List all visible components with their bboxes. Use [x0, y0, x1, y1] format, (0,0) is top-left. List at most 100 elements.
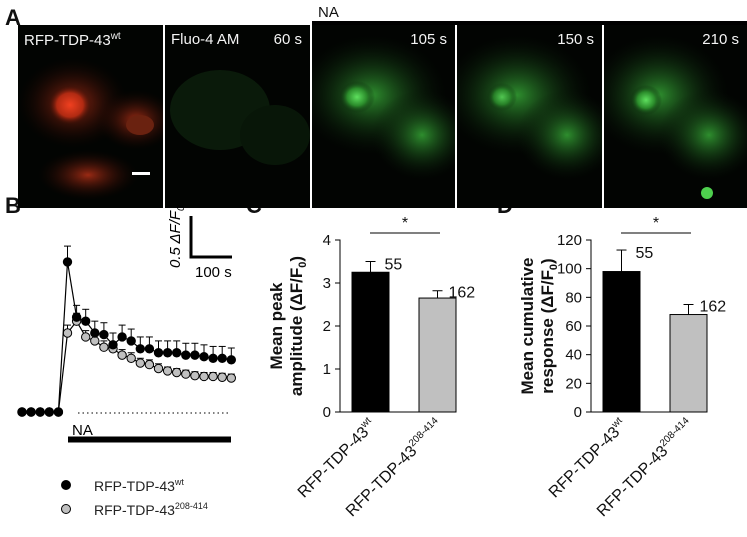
y-tick-label: 2	[323, 318, 331, 335]
data-point-mutant	[208, 371, 218, 382]
data-point-mutant	[81, 332, 91, 342]
data-point-wt	[144, 344, 155, 354]
y-axis-label-line2: amplitude (ΔF/F0)	[287, 256, 309, 396]
data-point-mutant	[172, 367, 182, 378]
na-stimulus-label: NA	[318, 4, 339, 21]
data-point-wt	[81, 316, 91, 326]
data-point-wt	[35, 407, 45, 417]
scale-bar-y-text: 0.5 ΔF/F	[167, 210, 184, 268]
data-point-wt	[53, 407, 64, 417]
panel-letter-b: B	[5, 193, 21, 218]
n-label: 162	[700, 299, 727, 316]
legend-label-wt: RFP-TDP-43wt	[94, 477, 184, 494]
y-axis-label-sub: 0	[297, 262, 309, 268]
data-point-wt	[217, 353, 227, 363]
y-tick-label: 40	[565, 347, 582, 364]
data-point-wt	[190, 350, 200, 360]
significance-marker: *	[402, 215, 408, 232]
data-point-wt	[181, 350, 191, 360]
data-point-wt	[17, 407, 27, 417]
series-line-mutant	[22, 320, 232, 413]
data-point-wt	[117, 332, 127, 342]
rfp-label-sup: wt	[110, 31, 121, 42]
fluo-210s-image	[604, 35, 747, 199]
rfp-cells-image	[18, 58, 163, 200]
y-tick-label: 0	[323, 404, 331, 421]
data-point-mutant	[62, 328, 73, 338]
legend-marker-wt	[61, 480, 71, 490]
data-point-mutant	[144, 359, 155, 370]
y-tick-label: 3	[323, 275, 331, 292]
micrograph-105s: 105 s	[312, 25, 455, 208]
y-tick-label: 100	[557, 261, 582, 278]
micrograph-150s: 150 s	[457, 25, 602, 208]
scale-bar: 0.5 ΔF/F0 100 s	[167, 205, 232, 281]
y-tick-label: 1	[323, 361, 331, 378]
data-point-mutant	[99, 342, 109, 352]
y-axis-label-line1: Mean cumulative	[518, 258, 537, 395]
x-category-label-sup: 208-414	[407, 415, 441, 449]
data-point-mutant	[117, 350, 127, 360]
y-axis-label-line2-main: response (ΔF/F	[538, 270, 557, 394]
fluo-150s-image	[457, 35, 602, 180]
y-tick-label: 4	[323, 232, 331, 249]
time-label-150s: 150 s	[557, 31, 594, 48]
scale-bar-x-label: 100 s	[195, 264, 232, 281]
chart-d-cumulative-response: 0 20 40 60 80 100 120 Mean cumulative response (…	[518, 215, 727, 520]
x-category-label-main: RFP-TDP-43	[594, 443, 671, 520]
bar-mutant	[669, 314, 708, 413]
y-tick-label: 80	[565, 289, 582, 306]
y-axis-label-line2-main: amplitude (ΔF/F	[287, 268, 306, 396]
data-point-wt	[172, 348, 182, 358]
data-point-mutant	[199, 371, 209, 382]
y-axis-label-line2: response (ΔF/F0)	[538, 258, 560, 393]
data-point-mutant	[135, 358, 146, 368]
b-legend: RFP-TDP-43wt RFP-TDP-43208-414	[61, 477, 208, 518]
time-label-105s: 105 s	[410, 31, 447, 48]
data-point-wt	[44, 407, 54, 417]
data-point-mutant	[162, 366, 173, 376]
data-point-wt	[26, 407, 36, 417]
bar-mutant	[418, 297, 457, 413]
rfp-label-main: RFP-TDP-43	[24, 32, 111, 49]
y-axis-label-sub: 0	[548, 264, 560, 270]
data-point-wt	[208, 353, 218, 363]
panel-letter-a: A	[5, 5, 21, 30]
micrograph-210s: 210 s	[604, 25, 747, 208]
data-point-wt	[99, 329, 109, 340]
significance-marker: *	[653, 215, 659, 232]
data-point-mutant	[190, 370, 200, 381]
data-point-mutant	[181, 369, 191, 379]
data-point-wt	[135, 344, 146, 354]
bar-wt	[602, 271, 641, 413]
legend-marker-mutant	[61, 504, 71, 514]
y-axis-label-close: )	[287, 256, 306, 262]
data-point-mutant	[217, 372, 227, 382]
data-point-wt	[199, 352, 209, 362]
rfp-image-label: RFP-TDP-43wt	[24, 31, 121, 49]
time-label-210s: 210 s	[702, 31, 739, 48]
scale-bar-y-sub: 0	[176, 205, 187, 211]
micrograph-fluo-60s: Fluo-4 AM 60 s	[165, 25, 310, 208]
data-point-wt	[62, 257, 73, 267]
scale-bar-y-label: 0.5 ΔF/F0	[167, 205, 187, 268]
data-point-wt	[153, 348, 164, 358]
y-axis-label-close: )	[538, 258, 557, 264]
fluo-105s-image	[312, 35, 455, 180]
chart-b-timecourse: 0.5 ΔF/F0 100 s NA RFP-TDP-43wt RFP-TDP-…	[17, 205, 237, 518]
legend-label-mutant: RFP-TDP-43208-414	[94, 501, 208, 518]
y-tick-label: 0	[574, 404, 582, 421]
y-tick-label: 120	[557, 232, 582, 249]
data-point-wt	[90, 328, 100, 338]
na-stimulus-bar	[312, 21, 747, 25]
data-point-wt	[126, 336, 136, 346]
micrograph-rfp: RFP-TDP-43wt	[18, 25, 163, 208]
data-point-mutant	[90, 336, 100, 346]
y-tick-label: 20	[565, 375, 582, 392]
n-label: 162	[449, 285, 476, 302]
n-label: 55	[636, 245, 654, 262]
time-label-60s: 60 s	[273, 31, 302, 48]
x-category-label-main: RFP-TDP-43	[343, 443, 420, 520]
bar-wt	[351, 271, 390, 413]
